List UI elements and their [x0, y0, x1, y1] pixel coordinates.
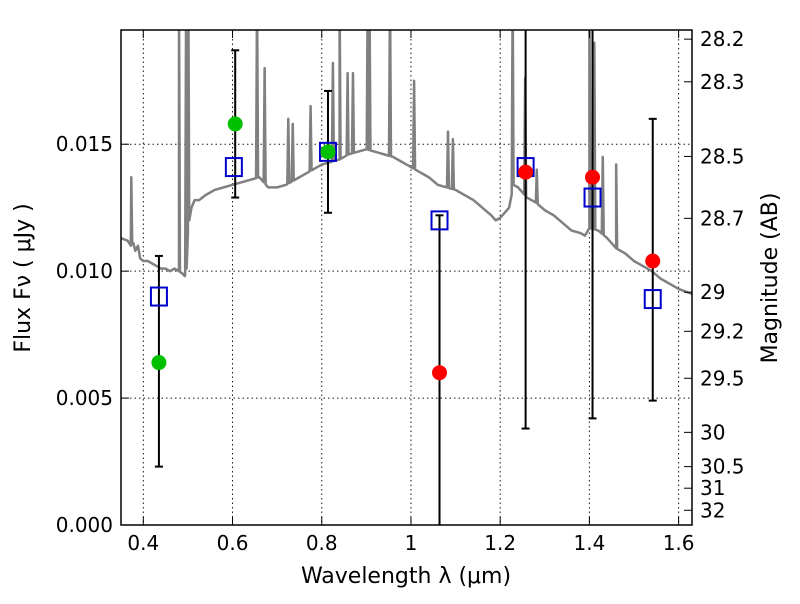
y-tick-label: 0.005	[56, 386, 113, 410]
y-tick-label: 0.010	[56, 259, 113, 283]
mag-tick-label: 28.5	[700, 144, 745, 168]
model-photometry-point	[583, 187, 602, 208]
observed-photometry-point	[645, 253, 661, 269]
data-layer	[121, 30, 692, 296]
model-photometry-point	[643, 289, 662, 310]
mag-tick-label: 30	[700, 420, 725, 444]
grid	[121, 30, 692, 526]
x-tick-label: 1.4	[573, 531, 605, 555]
mag-tick-label: 29.2	[700, 319, 745, 343]
y2-axis-title: Magnitude (AB)	[758, 193, 783, 364]
model-spectrum-line	[121, 30, 692, 296]
x-tick-label: 0.6	[217, 531, 249, 555]
plot-area	[121, 30, 692, 525]
observed-photometry-point	[320, 144, 336, 160]
mag-tick-label: 29.5	[700, 366, 745, 390]
mag-tick-label: 28.7	[700, 206, 745, 230]
observed-photometry-point	[518, 164, 534, 180]
x-tick-label: 0.4	[127, 531, 159, 555]
tick-labels: 0.4 0.6 0.8 1 1.2 1.4 1.6 0.000 0.005 0.010 0.015 2…	[56, 27, 745, 555]
y-tick-label: 0.000	[56, 513, 113, 537]
x-tick-label: 0.8	[306, 531, 338, 555]
error-bars	[149, 30, 662, 525]
x-tick-label: 1.2	[484, 531, 516, 555]
x-axis-title: Wavelength λ (μm)	[301, 564, 511, 589]
mag-tick-label: 29	[700, 280, 725, 304]
observed-photometry-point	[432, 365, 448, 381]
mag-tick-label: 31	[700, 476, 725, 500]
mag-tick-label: 30.5	[700, 455, 745, 479]
y-tick-label: 0.015	[56, 132, 113, 156]
y-axis-title: Flux Fν ( μJy )	[11, 203, 36, 352]
ticks	[121, 30, 692, 526]
observed-photometry-point	[585, 169, 601, 185]
x-tick-label: 1.6	[663, 531, 695, 555]
model-photometry-point	[430, 210, 449, 231]
plot-frame	[120, 29, 693, 526]
observed-photometry-point	[151, 355, 167, 371]
mag-tick-label: 28.3	[700, 70, 745, 94]
x-tick-label: 1	[405, 531, 418, 555]
model-photometry-point	[149, 286, 168, 307]
model-photometry-point	[318, 141, 337, 162]
mag-tick-label: 28.2	[700, 27, 745, 51]
mag-tick-label: 32	[700, 498, 725, 522]
model-photometry-point	[224, 157, 243, 178]
observed-photometry-point	[227, 116, 243, 132]
